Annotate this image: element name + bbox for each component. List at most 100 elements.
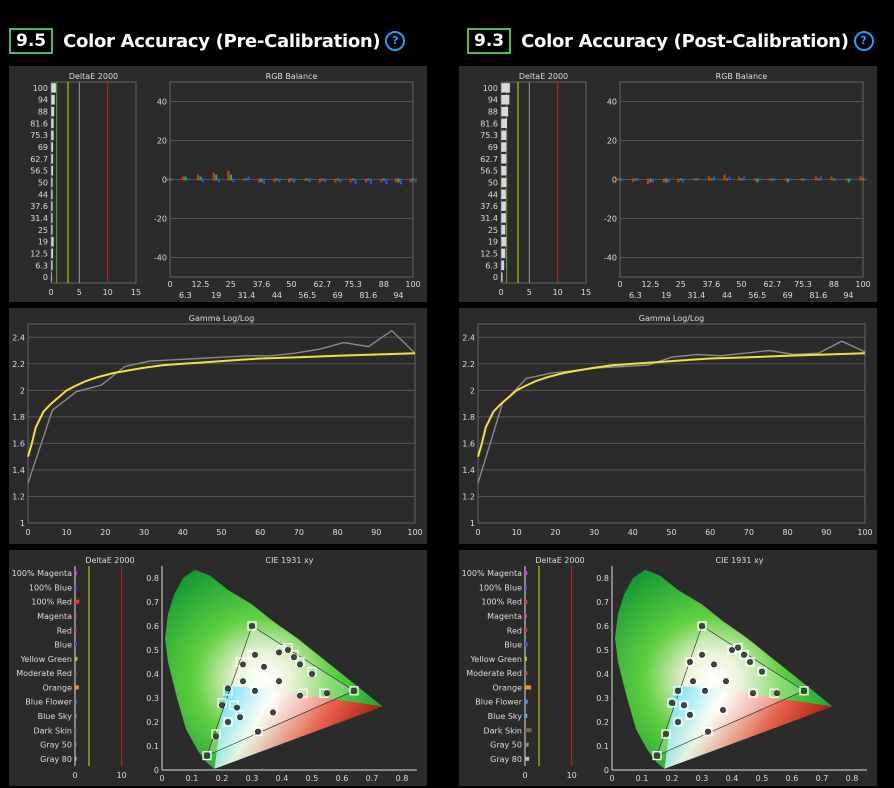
y-tick-label: 69 (488, 143, 498, 152)
rgb-bar (397, 178, 400, 183)
rgb-bar (217, 178, 220, 183)
x-tick-label: 70 (294, 528, 304, 537)
rgb-bar (830, 176, 833, 181)
delta-bar (50, 236, 55, 247)
rgb-bar (847, 178, 850, 183)
delta-bar (50, 94, 56, 105)
delta-bar (525, 628, 528, 633)
target-square (202, 751, 212, 761)
question-circle-icon[interactable]: ? (385, 31, 406, 51)
y-tick-label: 20 (607, 137, 617, 146)
measured-point (219, 702, 225, 709)
rgb-bar (414, 178, 417, 183)
target-gamma-line (477, 352, 866, 457)
measured-gamma-line (27, 329, 416, 484)
y-tick-label: 12.5 (30, 249, 48, 258)
x-tick-label: 0.7 (816, 774, 829, 783)
rgb-bar (232, 178, 235, 183)
measured-point (741, 651, 747, 658)
measured-point (705, 728, 711, 735)
rgb-bar (288, 178, 291, 183)
y-tick-label: 40 (607, 98, 617, 107)
y-tick-label: 50 (38, 179, 48, 188)
x-tick-label: 0 (25, 528, 30, 537)
x-tick-label: 100 (855, 280, 870, 289)
y-tick-label: 100% Red (31, 598, 72, 607)
rgb-bar (758, 178, 761, 181)
target-square (748, 688, 758, 698)
delta-bar (50, 271, 53, 283)
y-tick-label: Gray 50 (40, 741, 72, 750)
chart-title: CIE 1931 xy (266, 556, 314, 565)
purple-line-fill (214, 686, 383, 769)
rgb-bar (649, 178, 652, 183)
x-tick-label: 50 (286, 280, 296, 289)
rgb-bar (336, 178, 339, 181)
y-tick-label: 1.4 (12, 466, 25, 475)
rgb-bar (196, 174, 200, 181)
rgb-bar (695, 178, 698, 181)
measured-point (225, 685, 231, 692)
delta-bar (500, 106, 509, 117)
y-tick-label: 0.8 (596, 574, 609, 583)
x-tick-label: 81.6 (359, 291, 377, 300)
x-tick-label: 20 (100, 528, 110, 537)
y-tick-label: 0.4 (146, 670, 159, 679)
chart-title: DeltaE 2000 (535, 556, 584, 565)
x-tick-label: 31.4 (687, 291, 705, 300)
deltae-grayscale-panel: DeltaE 2000100948881.675.36962.756.55044… (459, 66, 877, 302)
measured-point (291, 654, 297, 661)
measured-point (687, 659, 693, 665)
y-tick-label: 1.6 (12, 439, 25, 448)
rgb-bar (201, 178, 205, 183)
rgb-bar (212, 172, 215, 181)
x-tick-label: 60 (255, 528, 265, 537)
x-tick-label: 94 (393, 291, 403, 300)
chart-title: RGB Balance (716, 72, 768, 81)
target-square (250, 686, 260, 696)
y-tick-label: 56.5 (480, 167, 498, 176)
y-tick-label: Orange (492, 683, 522, 692)
delta-bar (525, 614, 527, 618)
rgb-bar (621, 178, 624, 181)
measured-point (285, 647, 291, 653)
y-tick-label: 0.3 (146, 694, 159, 703)
y-tick-label: Blue Flower (475, 698, 522, 707)
delta-bar (50, 82, 57, 94)
y-tick-label: 94 (38, 96, 48, 105)
delta-bar (500, 271, 503, 283)
y-tick-label: Moderate Red (466, 669, 522, 678)
y-tick-label: 88 (38, 108, 48, 117)
x-tick-label: 70 (744, 528, 754, 537)
rgb-bar (835, 178, 838, 181)
rgb-bar (412, 178, 415, 181)
delta-bar (50, 165, 54, 176)
rgb-bar (771, 178, 774, 181)
chart-title: DeltaE 2000 (85, 556, 134, 565)
delta-bar (525, 714, 528, 718)
measured-point (690, 678, 696, 685)
plot-frame (477, 323, 866, 524)
x-tick-label: 19 (211, 291, 221, 300)
y-tick-label: Moderate Red (16, 669, 72, 678)
x-tick-label: 94 (843, 291, 853, 300)
rgb-bar (166, 178, 169, 181)
rgb-bar (773, 178, 777, 181)
question-circle-icon[interactable]: ? (853, 31, 874, 51)
x-tick-label: 0 (48, 288, 53, 297)
delta-bar (75, 599, 80, 604)
delta-bar (75, 642, 77, 647)
x-tick-label: 0 (167, 280, 172, 289)
y-tick-label: Gray 80 (40, 755, 72, 764)
target-square (667, 698, 677, 708)
rgb-bar (171, 178, 174, 181)
y-tick-label: 0.6 (596, 622, 609, 631)
measured-point (297, 661, 303, 668)
y-tick-label: 12.5 (480, 249, 498, 258)
rgb-bar (257, 178, 261, 183)
rgb-bar (339, 178, 342, 183)
y-tick-label: 44 (38, 190, 48, 199)
delta-bar (500, 82, 511, 94)
measured-point (240, 661, 246, 668)
score-badge: 9.5 (9, 28, 54, 54)
